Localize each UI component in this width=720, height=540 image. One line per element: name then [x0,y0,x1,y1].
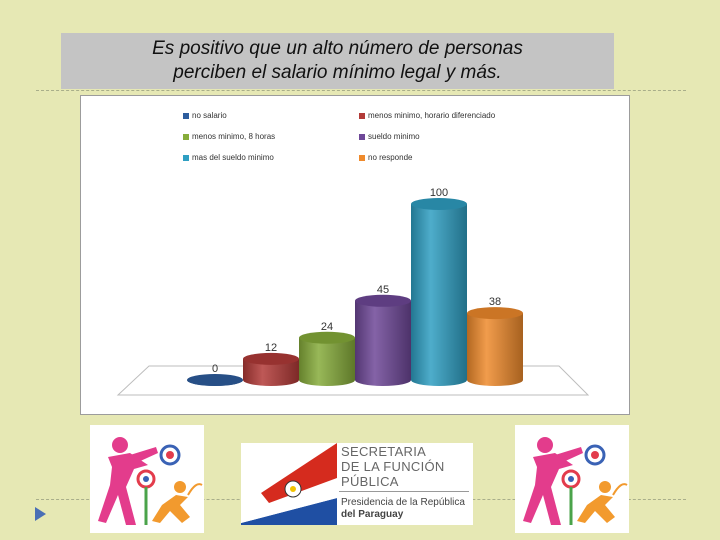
bar-top-cap [299,331,355,344]
paraguay-flag-icon [241,443,337,525]
presidencia-line2: del Paraguay [341,509,404,520]
slide-title-line2: perciben el salario mínimo legal y más. [173,62,502,83]
legend-label: sueldo minimo [368,132,420,141]
top-divider [36,90,686,91]
legend-swatch [359,154,365,161]
data-label: 38 [489,296,501,308]
bar-top-cap [243,352,299,365]
data-label: 24 [321,321,333,333]
legend-swatch [183,133,189,140]
data-label: 100 [430,187,448,199]
presidencia-line1: Presidencia de la República [341,497,465,508]
sfp-separator [339,491,469,492]
legend-swatch [183,154,189,161]
legend-item: sueldo minimo [359,132,420,141]
bar-top-cap [411,198,467,210]
bar-menos-minimo-8-horas [299,337,355,386]
sfp-line3: PÚBLICA [341,474,399,489]
sfp-line2: DE LA FUNCIÓN [341,459,445,474]
bar-no-responde [467,313,523,386]
sfp-logo: SECRETARIA DE LA FUNCIÓN PÚBLICA Preside… [241,443,473,525]
figures-logo-left [90,425,204,533]
legend-swatch [183,112,189,119]
figures-logo-right [515,425,629,533]
legend-label: mas del sueldo minimo [192,153,274,162]
bar-top-cap [467,307,523,320]
triangle-right-icon[interactable] [35,507,46,521]
legend-item: mas del sueldo minimo [183,153,274,162]
data-label: 45 [377,284,389,296]
legend-item: menos minimo, 8 horas [183,132,275,141]
bar-sueldo-minimo [355,300,411,386]
chart-frame: no salario menos minimo, horario diferenc… [80,95,630,415]
bar-top-cap [355,294,411,307]
dancing-figures-logo-icon [98,437,203,525]
sfp-line1: SECRETARIA [341,444,427,459]
bar-menos-minimo-horario-diferenciado [243,358,299,386]
dancing-figures-logo-icon [523,437,628,525]
slide-title: Es positivo que un alto número de person… [61,33,614,89]
legend-label: no salario [192,111,227,120]
legend-label: no responde [368,153,413,162]
data-label: 0 [212,363,218,375]
legend-swatch [359,112,365,119]
legend-label: menos minimo, 8 horas [192,132,276,141]
bar-mas-del-sueldo-minimo [411,204,467,386]
bar-chart: 0 12 24 45 100 38 [116,187,590,396]
legend-item: menos minimo, horario diferenciado [359,111,495,120]
legend-item: no responde [359,153,412,162]
bar-top-cap [187,374,243,386]
legend-item: no salario [183,111,227,120]
slide-title-line1: Es positivo que un alto número de person… [152,38,523,59]
legend-label: menos minimo, horario diferenciado [368,111,496,120]
data-label: 12 [265,342,277,354]
legend-swatch [359,133,365,140]
